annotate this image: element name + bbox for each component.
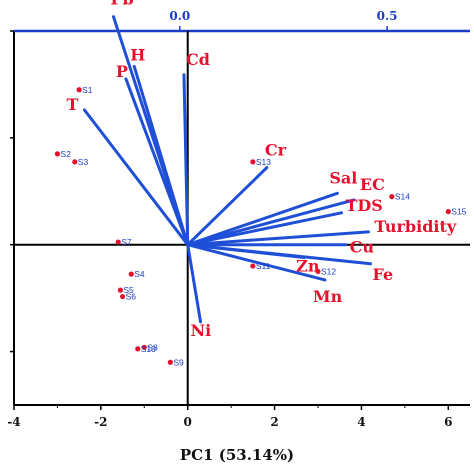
top-tick-label: 0.0 [169,9,190,23]
loading-label: Ni [191,321,212,340]
score-point [115,239,121,245]
score-point [135,346,141,352]
score-point [117,287,123,293]
loading-label: Pb [110,0,133,9]
loading-label: H [130,45,145,64]
score-label: S13 [256,157,271,167]
x-tick-label: 2 [270,415,278,429]
loading-vector [132,64,190,247]
score-point [128,271,134,277]
x-axis-title: PC1 (53.14%) [179,446,295,464]
loading-vector [186,243,203,324]
score-label: S14 [395,192,410,202]
score-point [141,344,147,350]
loading-label: Cr [265,141,287,160]
score-label: S8 [147,342,158,352]
score-point [445,208,451,215]
loading-label: Sal [329,168,357,187]
score-point [119,293,126,300]
score-point [315,268,321,275]
loading-vector [186,198,356,247]
score-label: S15 [451,207,466,217]
loading-label: Turbidity [374,217,456,236]
top-tick-label: 0.5 [377,9,398,23]
score-label: S12 [321,266,336,276]
score-label: S11 [256,261,271,271]
score-label: S7 [121,237,132,247]
loading-label: TDS [345,196,382,215]
loading-vector [186,230,370,247]
score-label: S1 [82,85,93,95]
score-point [167,359,173,365]
score-point [250,263,256,269]
score-label: S6 [126,292,137,302]
loading-label: Cd [186,50,210,69]
loading-vector [186,191,339,247]
score-label: S4 [134,269,145,279]
loading-vector [186,211,343,247]
loading-label: Mn [313,287,343,306]
loading-label: EC [360,175,385,194]
x-tick-label: 6 [444,415,452,429]
score-point [389,194,395,200]
score-label: S2 [60,149,71,159]
loading-vector [186,243,373,266]
score-point [250,159,256,165]
loading-label: Cu [350,238,375,257]
loading-label: P [116,62,128,81]
loading-vector [124,77,190,247]
score-point [76,87,82,93]
score-point [72,159,78,165]
x-tick-label: -4 [7,415,20,429]
x-tick-label: 4 [357,415,365,429]
loading-label: T [66,95,78,114]
score-label: S9 [173,357,184,367]
loading-vector [182,73,190,247]
loading-vector [186,166,269,247]
loading-label: Zn [296,257,320,276]
x-tick-label: -2 [94,415,107,429]
loading-label: Fe [373,265,394,284]
score-label: S10 [141,344,156,354]
score-label: S3 [78,157,89,167]
score-label: S5 [123,285,134,295]
x-tick-label: 0 [184,415,192,429]
loading-vector [186,243,327,282]
loading-vector [82,108,190,247]
score-point [54,151,61,157]
